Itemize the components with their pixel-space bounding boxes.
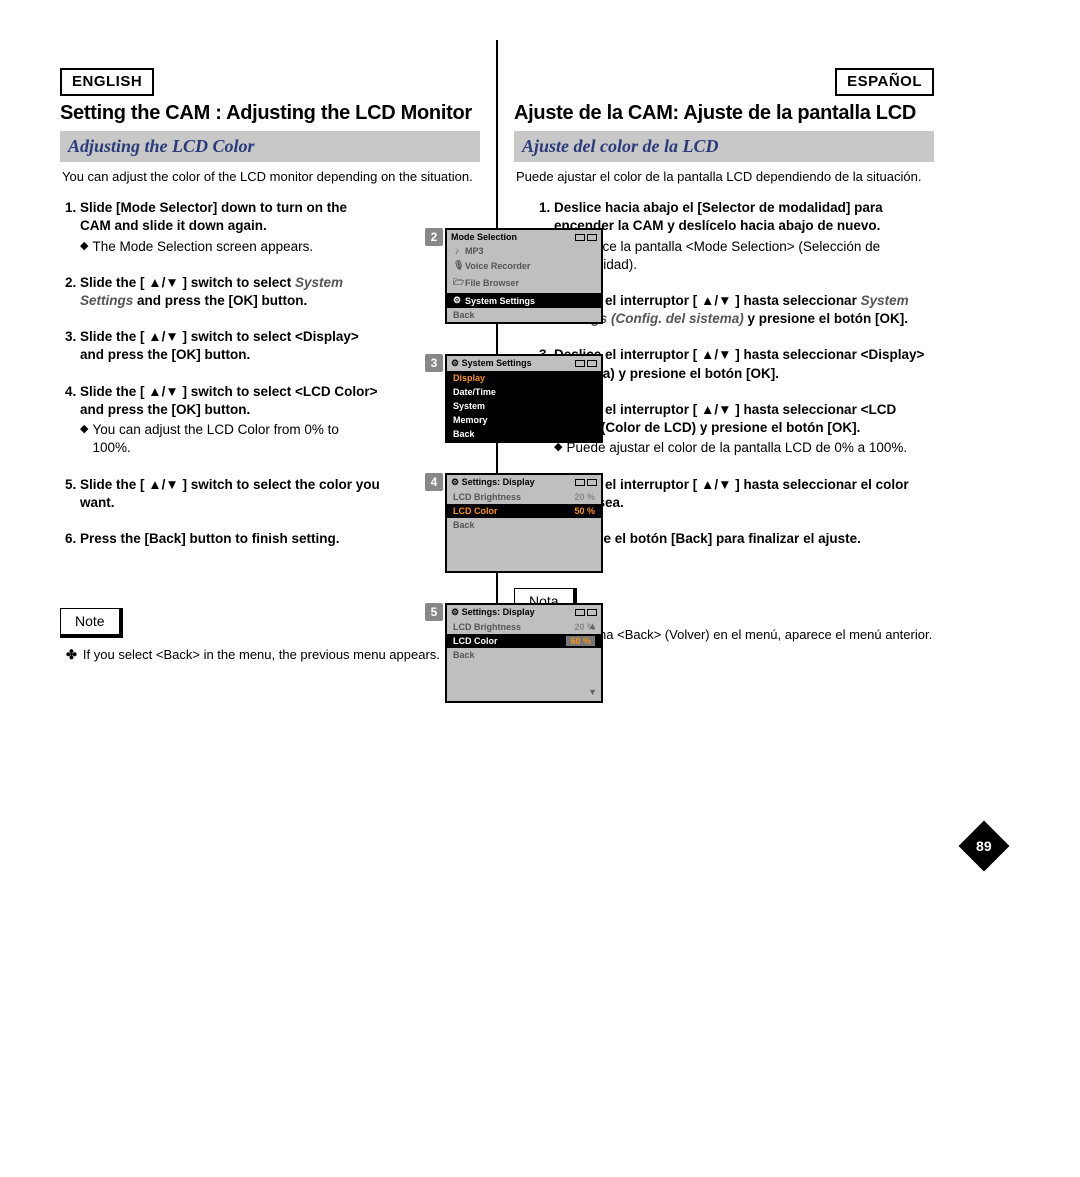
screen-settings-display-1: ⚙ Settings: Display LCD Brightness20 % L… bbox=[445, 473, 603, 573]
step-num-3: 3 bbox=[425, 354, 443, 372]
step-3: Slide the [ ▲/▼ ] switch to select <Disp… bbox=[80, 328, 380, 364]
step-num-4: 4 bbox=[425, 473, 443, 491]
step-num-5: 5 bbox=[425, 603, 443, 621]
screen-settings-display-2: ⚙ Settings: Display ▲ LCD Brightness20 %… bbox=[445, 603, 603, 703]
subtitle-es: Ajuste del color de la LCD bbox=[514, 131, 934, 161]
note-text-en: ✤ If you select <Back> in the menu, the … bbox=[66, 646, 480, 664]
step-4: Slide the [ ▲/▼ ] switch to select <LCD … bbox=[80, 383, 380, 458]
intro-es: Puede ajustar el color de la pantalla LC… bbox=[516, 168, 934, 186]
screens-column: 2 Mode Selection ♪MP3 🎙Voice Recorder 🗁F… bbox=[445, 228, 613, 733]
main-title-es: Ajuste de la CAM: Ajuste de la pantalla … bbox=[514, 100, 934, 127]
battery-icon bbox=[575, 479, 597, 486]
steps-list-en: Slide [Mode Selector] down to turn on th… bbox=[80, 199, 380, 548]
step-num-2: 2 bbox=[425, 228, 443, 246]
gear-icon: ⚙ bbox=[451, 607, 459, 617]
battery-icon bbox=[575, 234, 597, 241]
screen-mode-selection: Mode Selection ♪MP3 🎙Voice Recorder 🗁Fil… bbox=[445, 228, 603, 324]
mic-icon: 🎙 bbox=[453, 260, 461, 271]
step-1: Slide [Mode Selector] down to turn on th… bbox=[80, 199, 380, 256]
step-6: Press the [Back] button to finish settin… bbox=[80, 530, 380, 548]
screen-3-wrap: 3 ⚙ System Settings Display Date/Time Sy… bbox=[445, 354, 613, 443]
gear-icon: ⚙ bbox=[451, 477, 459, 487]
page-number-badge: 89 bbox=[959, 821, 1010, 872]
folder-icon: 🗁 bbox=[453, 275, 461, 291]
battery-icon bbox=[575, 360, 597, 367]
step-2: Slide the [ ▲/▼ ] switch to select Syste… bbox=[80, 274, 380, 310]
lang-label-en: ENGLISH bbox=[60, 68, 154, 96]
arrow-down-icon: ▼ bbox=[588, 687, 597, 697]
music-icon: ♪ bbox=[453, 246, 461, 256]
screen-system-settings: ⚙ System Settings Display Date/Time Syst… bbox=[445, 354, 603, 443]
subtitle-en: Adjusting the LCD Color bbox=[60, 131, 480, 161]
intro-en: You can adjust the color of the LCD moni… bbox=[62, 168, 480, 186]
note-box-en: Note bbox=[60, 608, 480, 638]
gear-icon: ⚙ bbox=[451, 358, 459, 368]
arrow-up-icon: ▲ bbox=[588, 621, 597, 631]
gear-icon: ⚙ bbox=[453, 295, 461, 306]
step-5: Slide the [ ▲/▼ ] switch to select the c… bbox=[80, 476, 380, 512]
screen-4-wrap: 4 ⚙ Settings: Display LCD Brightness20 %… bbox=[445, 473, 613, 573]
screen-5-wrap: 5 ⚙ Settings: Display ▲ LCD Brightness20… bbox=[445, 603, 613, 703]
plus-icon: ✤ bbox=[66, 646, 77, 664]
manual-page: ENGLISH Setting the CAM : Adjusting the … bbox=[0, 0, 1080, 1177]
battery-icon bbox=[575, 609, 597, 616]
lang-label-es: ESPAÑOL bbox=[835, 68, 934, 96]
main-title-en: Setting the CAM : Adjusting the LCD Moni… bbox=[60, 100, 480, 127]
english-column: ENGLISH Setting the CAM : Adjusting the … bbox=[60, 40, 490, 664]
screen-2-wrap: 2 Mode Selection ♪MP3 🎙Voice Recorder 🗁F… bbox=[445, 228, 613, 324]
note-label-en: Note bbox=[60, 608, 123, 638]
